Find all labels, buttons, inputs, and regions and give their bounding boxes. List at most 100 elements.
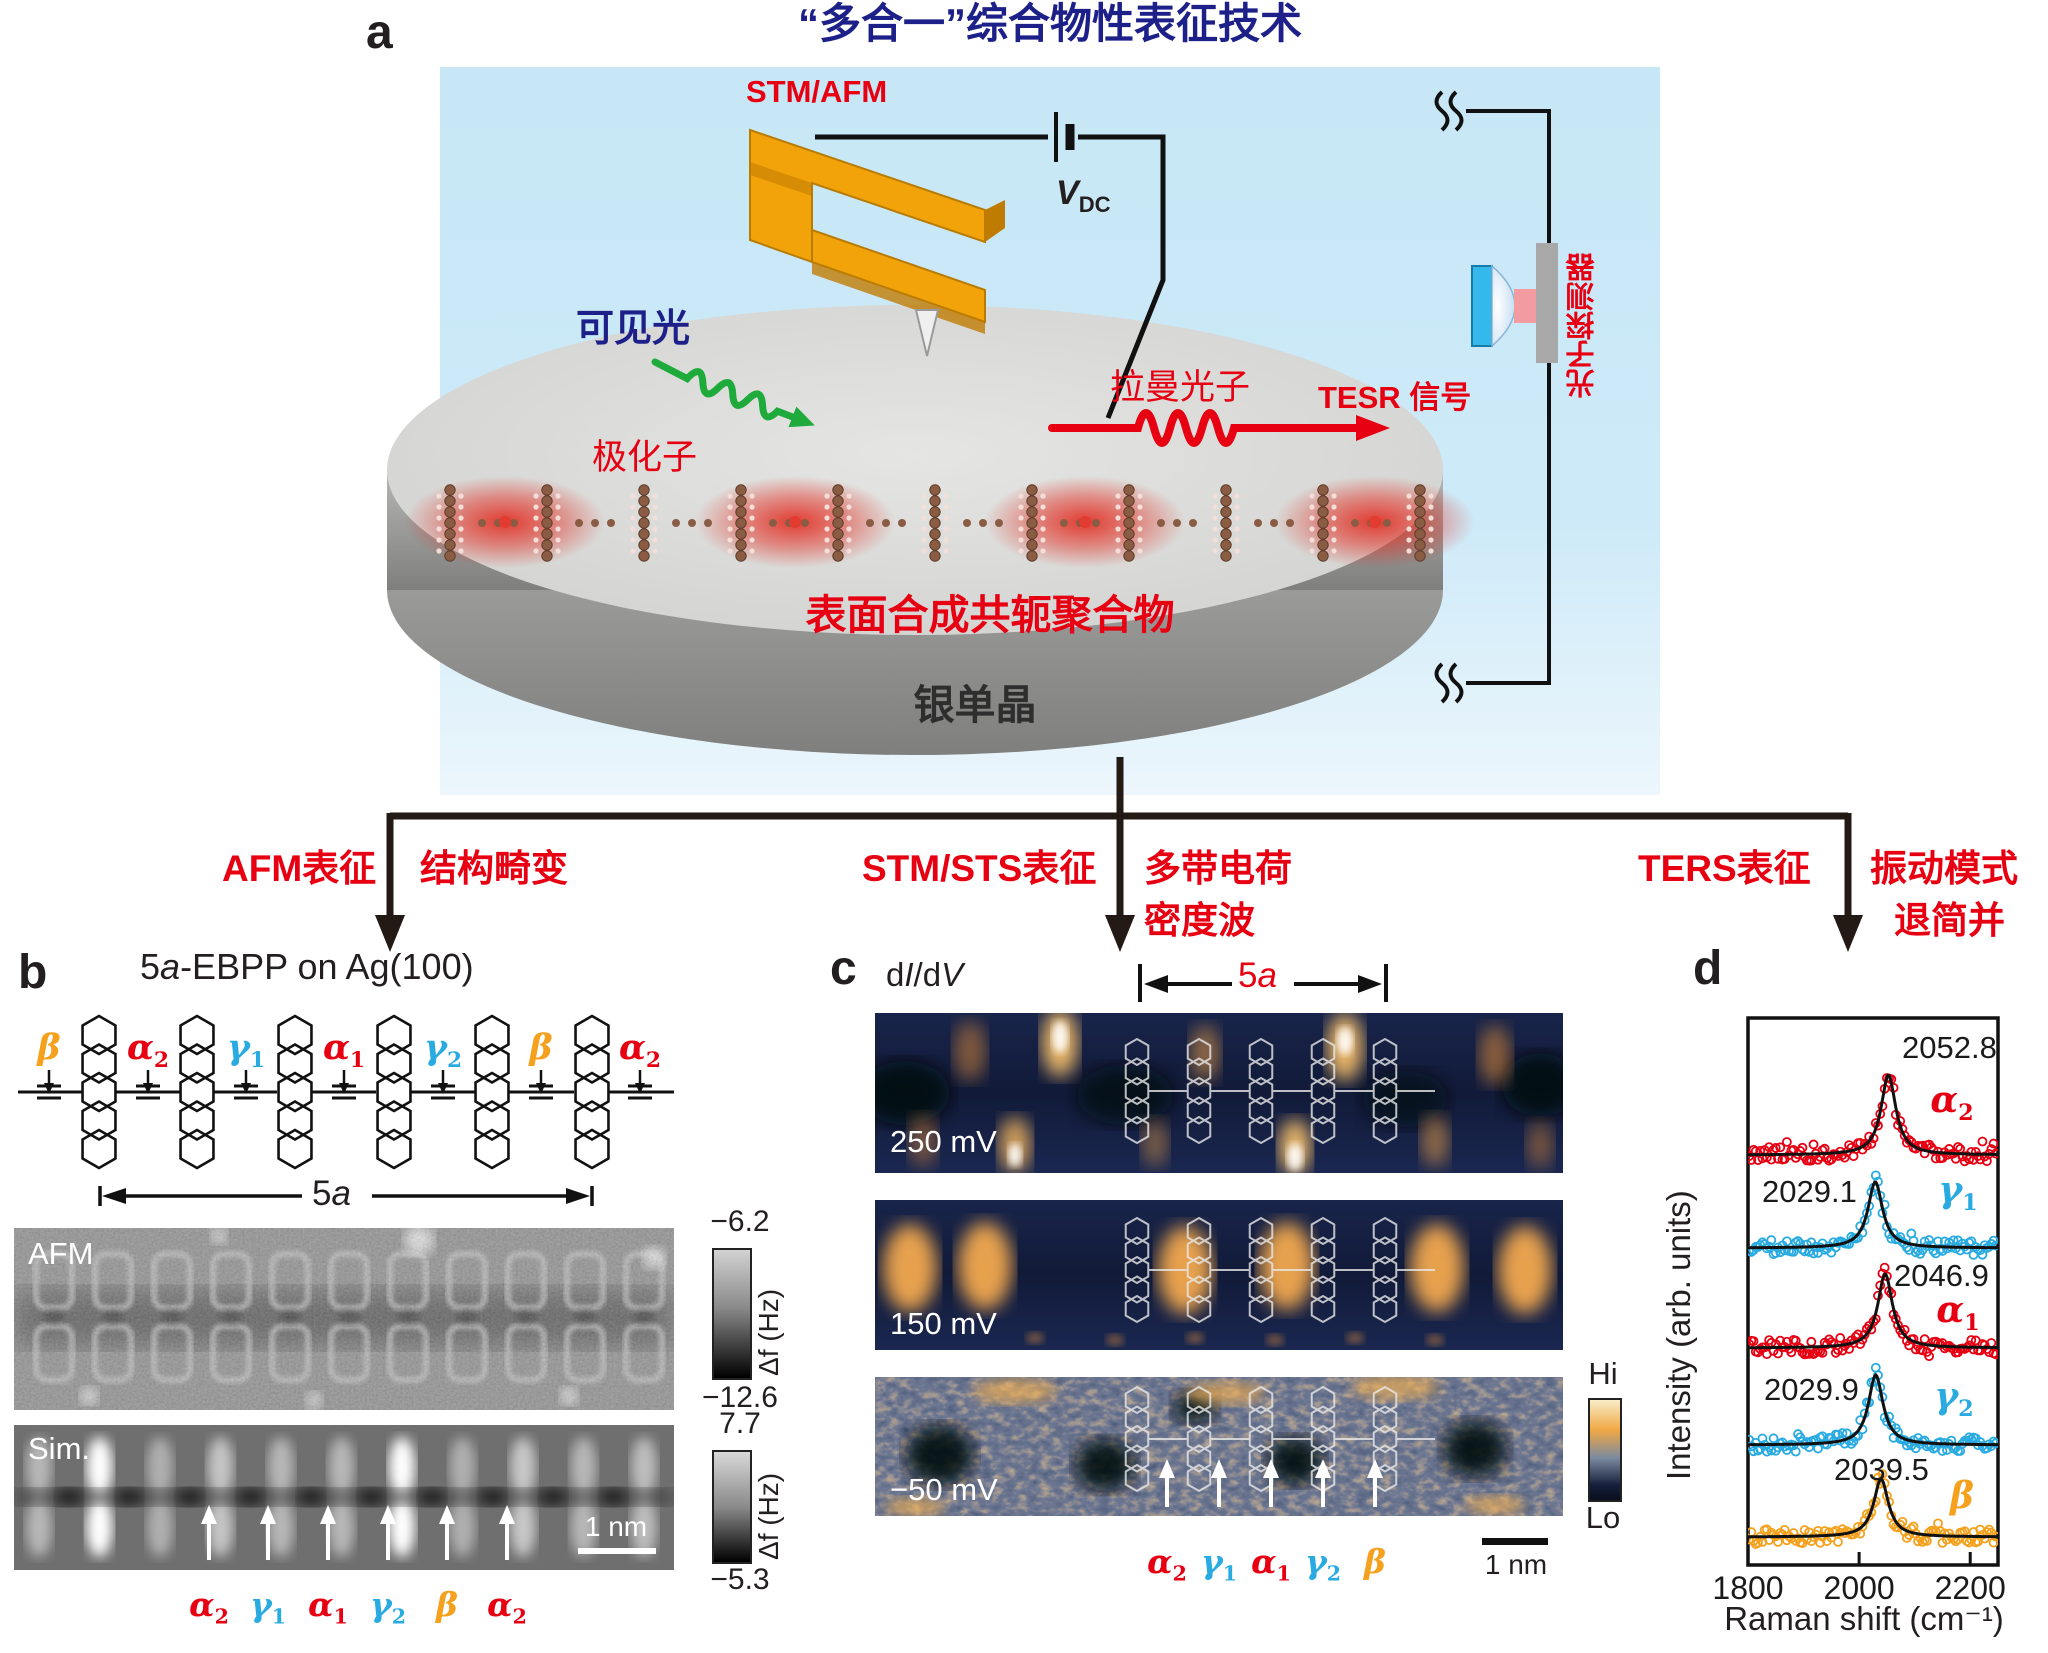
panel-c-5a-span-label: 5a: [1238, 956, 1277, 995]
sts-result-line2: 密度波: [1144, 900, 1255, 941]
sim-arrow-label: β: [436, 1585, 458, 1624]
peak-value-label: 2029.9: [1764, 1372, 1859, 1407]
span-5: 5: [312, 1174, 332, 1213]
silver-crystal-label: 银单晶: [913, 682, 1037, 728]
sim-scalebar: [578, 1548, 656, 1554]
sim-colorbar: [712, 1450, 752, 1564]
sim-cbar-max: 7.7: [719, 1407, 761, 1440]
title-5: 5: [140, 946, 161, 987]
branch-connectors: [386, 757, 1852, 918]
afm-image: [14, 1228, 674, 1410]
bias-minus50mv: −50 mV: [890, 1472, 998, 1507]
raman-photon-arrow: [1048, 409, 1390, 447]
ters-result-line1: 振动模式: [1870, 848, 2018, 889]
tip-icon: [914, 309, 940, 357]
series-label: β: [1950, 1475, 1974, 1517]
tesr-signal-label: TESR 信号: [1318, 380, 1472, 415]
stm-map-minus50mv: [875, 1377, 1563, 1516]
sim-arrow-label: α1: [308, 1585, 348, 1629]
bias-150mv: 150 mV: [890, 1306, 997, 1341]
panel-b-structure: [18, 1014, 674, 1206]
bias-250mv: 250 mV: [890, 1124, 997, 1159]
vdc-v: V: [1056, 174, 1079, 212]
branch-arrowheads: [375, 915, 1863, 952]
afm-cbar-min: −12.6: [702, 1381, 778, 1414]
sts-result-line1: 多带电荷: [1144, 848, 1292, 889]
bond-label: β: [529, 1027, 553, 1068]
sim-arrow-label: α2: [487, 1585, 527, 1629]
stm-map-150mv: [875, 1200, 1563, 1350]
ters-result-line2: 退简并: [1894, 900, 2005, 941]
panel-b-label: b: [18, 946, 48, 999]
afm-cbar-unit: Δf (Hz): [753, 1288, 784, 1376]
series-label: γ1: [1938, 1169, 1978, 1217]
peak-value-label: 2046.9: [1894, 1258, 1989, 1293]
stm-afm-label: STM/AFM: [746, 74, 888, 109]
vdc-label: VDC: [1056, 174, 1111, 217]
afm-method-label: AFM表征: [222, 848, 377, 889]
afm-cbar-max: −6.2: [710, 1205, 770, 1238]
stm-arrow-label: α1: [1251, 1542, 1291, 1586]
sim-image-label: Sim.: [28, 1431, 90, 1466]
bond-label: α2: [618, 1027, 662, 1073]
span-5: 5: [1238, 956, 1258, 995]
bond-label: γ1: [226, 1027, 266, 1073]
span-a: a: [331, 1174, 351, 1213]
bond-label: γ2: [423, 1027, 463, 1073]
didv-I: I: [904, 956, 914, 993]
didv-label: dI/dV: [886, 956, 964, 993]
polaron-label: 极化子: [592, 438, 698, 477]
stm-arrow-label: β: [1364, 1542, 1386, 1581]
photon-detector-label: 光子探测器: [1567, 253, 1599, 398]
disc-top-surface: [387, 305, 1443, 635]
sim-cbar-min: −5.3: [710, 1563, 770, 1596]
afm-image-label: AFM: [28, 1236, 94, 1271]
wire-break-icon: [1434, 662, 1450, 704]
detector-window: [1514, 289, 1536, 323]
polymer-chain: [436, 484, 1434, 562]
x-tick-label: 2000: [1823, 1570, 1895, 1606]
stm-arrow-label: α2: [1147, 1542, 1187, 1586]
x-tick-label: 2200: [1934, 1570, 2006, 1606]
wire-break-icon: [1434, 90, 1450, 132]
afm-result-label: 结构畸变: [420, 848, 568, 889]
didv-V: V: [941, 956, 964, 993]
x-tick-label: 1800: [1712, 1570, 1784, 1606]
peak-value-label: 2039.5: [1834, 1452, 1929, 1487]
didv-d2: /d: [913, 956, 942, 993]
sim-scalebar-label: 1 nm: [584, 1511, 648, 1542]
visible-light-label: 可见光: [576, 308, 691, 350]
ters-method-label: TERS表征: [1638, 848, 1811, 889]
series-label: γ2: [1934, 1375, 1974, 1423]
stm-map-250mv: [875, 1013, 1563, 1173]
detector-wire: [1434, 90, 1551, 704]
stm-cbar-lo: Lo: [1585, 1500, 1621, 1535]
stm-arrow-label: γ1: [1200, 1542, 1238, 1586]
span-a: a: [1257, 956, 1277, 995]
x-axis-label: Raman shift (cm⁻¹): [1724, 1600, 2004, 1637]
panel-a-label: a: [366, 6, 393, 59]
panel-c-5a-bracket: [1138, 964, 1388, 1002]
afm-colorbar: [712, 1248, 752, 1380]
stm-arrow-label: γ2: [1304, 1542, 1342, 1586]
cantilever-icon: [749, 128, 1005, 357]
stm-scalebar: [1482, 1538, 1548, 1545]
bond-label: α1: [322, 1027, 366, 1073]
series-label: α1: [1936, 1289, 1980, 1337]
bond-label: β: [37, 1027, 61, 1068]
visible-light-arrow: [651, 358, 815, 428]
sim-arrow-label: α2: [189, 1585, 229, 1629]
bond-label: α2: [126, 1027, 170, 1073]
sim-arrow-label: γ1: [249, 1585, 287, 1629]
y-axis-label: Intensity (arb. units): [1660, 1190, 1697, 1480]
panel-d-label: d: [1693, 942, 1723, 995]
vdc-sub: DC: [1078, 191, 1111, 217]
peak-value-label: 2052.8: [1902, 1030, 1997, 1065]
panel-c-label: c: [830, 942, 857, 995]
detector-bar: [1536, 243, 1558, 363]
sts-method-label: STM/STS表征: [862, 848, 1097, 889]
panel-b-5a-span-label: 5a: [312, 1174, 351, 1213]
series-label: α2: [1930, 1079, 1974, 1127]
